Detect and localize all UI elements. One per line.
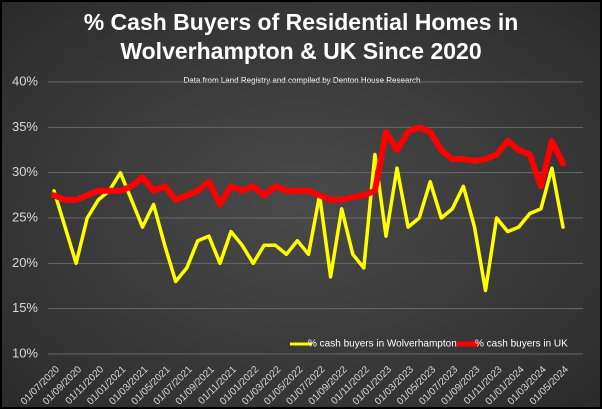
series-line <box>52 152 565 293</box>
subtitle: Data from Land Registry and compiled by … <box>183 76 420 85</box>
y-tick-label: 35% <box>12 119 38 134</box>
chart-title: % Cash Buyers of Residential Homes in Wo… <box>83 9 519 64</box>
y-tick-label: 25% <box>12 209 38 224</box>
legend-label: % cash buyers in UK <box>475 339 568 350</box>
y-tick-label: 15% <box>12 300 38 315</box>
series-line <box>51 124 566 208</box>
y-tick-label: 20% <box>12 255 38 270</box>
y-tick-label: 30% <box>12 164 38 179</box>
y-tick-label: 40% <box>12 73 38 88</box>
y-tick-label: 10% <box>12 345 38 360</box>
legend-label: % cash buyers in Wolverhampton <box>308 339 457 350</box>
